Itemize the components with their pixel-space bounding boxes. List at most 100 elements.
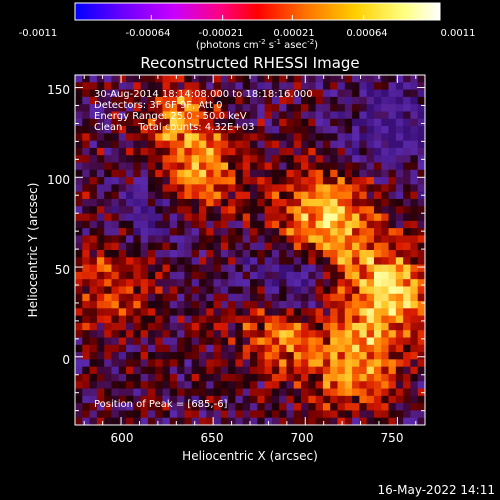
heatmap-pixel [373, 381, 382, 390]
heatmap-pixel [308, 104, 317, 113]
heatmap-pixel [126, 271, 134, 280]
heatmap-pixel [344, 228, 353, 237]
heatmap-pixel [293, 184, 302, 193]
heatmap-pixel [155, 359, 164, 368]
heatmap-pixel [279, 322, 288, 331]
heatmap-pixel [381, 359, 390, 368]
heatmap-pixel [315, 403, 324, 412]
heatmap-pixel [301, 162, 309, 171]
heatmap-pixel [198, 111, 207, 120]
heatmap-pixel [250, 220, 258, 229]
heatmap-pixel [250, 417, 258, 425]
heatmap-pixel [177, 147, 185, 156]
heatmap-pixel [286, 388, 295, 397]
heatmap-pixel [308, 366, 317, 375]
heatmap-pixel [315, 250, 324, 258]
heatmap-pixel [155, 308, 164, 317]
heatmap-pixel [322, 359, 331, 368]
heatmap-pixel [410, 228, 419, 237]
heatmap-pixel [344, 213, 353, 222]
heatmap-pixel [140, 403, 149, 412]
heatmap-pixel [293, 417, 302, 425]
heatmap-pixel [344, 162, 353, 171]
heatmap-pixel [147, 264, 156, 273]
heatmap-pixel [388, 169, 397, 178]
heatmap-pixel [279, 169, 288, 178]
heatmap-pixel [155, 140, 164, 149]
heatmap-pixel [315, 191, 324, 200]
heatmap-pixel [184, 220, 193, 229]
heatmap-pixel [118, 301, 127, 309]
heatmap-pixel [417, 271, 425, 280]
heatmap-pixel [169, 250, 178, 258]
heatmap-pixel [126, 359, 134, 368]
heatmap-pixel [373, 104, 382, 113]
heatmap-pixel [184, 206, 193, 215]
heatmap-pixel [279, 104, 288, 113]
info-line-counts: Clean Total counts: 4.32E+03 [94, 122, 254, 133]
heatmap-pixel [352, 366, 360, 375]
heatmap-pixel [206, 140, 215, 149]
heatmap-pixel [104, 213, 113, 222]
heatmap-pixel [206, 133, 215, 142]
heatmap-pixel [279, 155, 288, 164]
heatmap-pixel [308, 373, 317, 382]
heatmap-pixel [322, 366, 331, 375]
heatmap-pixel [373, 235, 382, 244]
heatmap-pixel [293, 155, 302, 164]
heatmap-pixel [198, 257, 207, 266]
heatmap-pixel [322, 133, 331, 142]
heatmap-pixel [96, 286, 105, 295]
heatmap-pixel [417, 242, 425, 251]
heatmap-pixel [111, 75, 120, 83]
heatmap-pixel [344, 337, 353, 346]
heatmap-pixel [177, 206, 185, 215]
heatmap-pixel [235, 344, 244, 353]
heatmap-pixel [388, 111, 397, 120]
heatmap-pixel [322, 242, 331, 251]
heatmap-pixel [155, 220, 164, 229]
heatmap-pixel [322, 410, 331, 419]
heatmap-pixel [184, 198, 193, 207]
heatmap-pixel [257, 388, 266, 397]
heatmap-pixel [104, 155, 113, 164]
heatmap-pixel [279, 264, 288, 273]
heatmap-pixel [133, 82, 142, 91]
heatmap-pixel [198, 147, 207, 156]
heatmap-pixel [250, 147, 258, 156]
heatmap-pixel [373, 315, 382, 324]
heatmap-pixel [352, 271, 360, 280]
heatmap-pixel [133, 206, 142, 215]
heatmap-pixel [198, 344, 207, 353]
heatmap-pixel [344, 373, 353, 382]
heatmap-pixel [169, 96, 178, 105]
heatmap-pixel [366, 242, 375, 251]
heatmap-pixel [75, 75, 83, 83]
heatmap-pixel [250, 308, 258, 317]
heatmap-pixel [235, 315, 244, 324]
heatmap-pixel [213, 228, 222, 237]
heatmap-pixel [235, 257, 244, 266]
heatmap-pixel [271, 286, 280, 295]
heatmap-pixel [301, 366, 309, 375]
heatmap-pixel [395, 359, 404, 368]
heatmap-pixel [184, 155, 193, 164]
heatmap-pixel [82, 388, 91, 397]
heatmap-pixel [403, 140, 412, 149]
heatmap-pixel [169, 359, 178, 368]
heatmap-pixel [198, 417, 207, 425]
heatmap-pixel [337, 75, 346, 83]
heatmap-pixel [359, 417, 368, 425]
heatmap-pixel [330, 301, 339, 309]
heatmap-pixel [162, 352, 171, 360]
heatmap-pixel [126, 96, 134, 105]
heatmap-pixel [330, 352, 339, 360]
heatmap-pixel [162, 271, 171, 280]
heatmap-pixel [250, 126, 258, 134]
heatmap-pixel [155, 133, 164, 142]
heatmap-pixel [417, 140, 425, 149]
heatmap-pixel [388, 352, 397, 360]
heatmap-pixel [403, 417, 412, 425]
heatmap-pixel [395, 213, 404, 222]
heatmap-pixel [308, 126, 317, 134]
